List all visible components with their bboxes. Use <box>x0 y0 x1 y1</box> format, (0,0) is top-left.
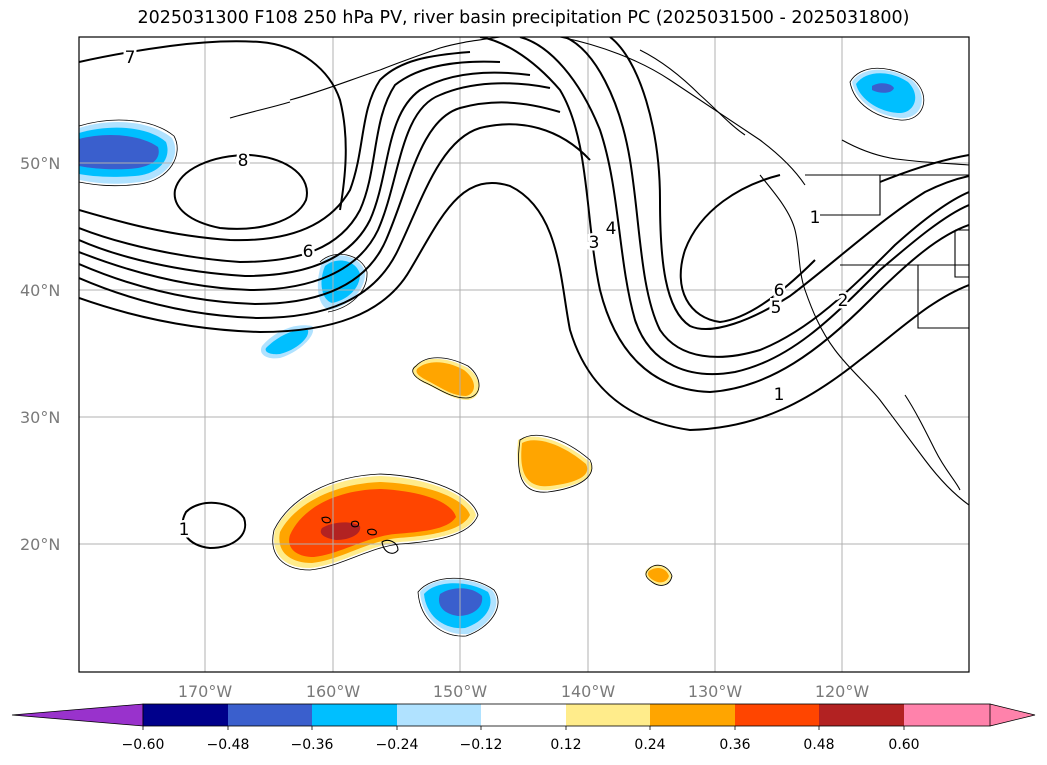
colorbar-bin <box>650 704 735 726</box>
map-title: 2025031300 F108 250 hPa PV, river basin … <box>137 8 910 28</box>
contour-label: 4 <box>606 219 617 239</box>
lon-label: 130°W <box>688 682 743 701</box>
colorbar-tick-label: −0.24 <box>376 737 419 753</box>
colorbar-tick-label: 0.24 <box>634 737 665 753</box>
graticule <box>79 37 969 672</box>
colorbar-bin <box>481 704 566 726</box>
colorbar-tick-label: −0.48 <box>207 737 250 753</box>
lon-label: 120°W <box>815 682 870 701</box>
contour-label: 3 <box>589 233 600 253</box>
colorbar: −0.60 −0.48 −0.36 −0.24 −0.12 0.12 0.24 … <box>11 703 1036 753</box>
pv-contour-labels: 7 8 6 3 4 5 6 1 2 1 1 <box>122 46 851 543</box>
contour-label: 8 <box>238 151 249 171</box>
lat-label: 20°N <box>20 535 60 554</box>
lon-label: 160°W <box>306 682 361 701</box>
lon-label: 150°W <box>433 682 488 701</box>
lon-label: 170°W <box>178 682 233 701</box>
contour-label: 2 <box>838 291 849 311</box>
contour-label: 1 <box>179 520 190 540</box>
contour-label: 1 <box>774 385 785 405</box>
contour-label: 1 <box>810 208 821 228</box>
lon-label: 140°W <box>561 682 616 701</box>
colorbar-tick-label: 0.36 <box>719 737 750 753</box>
latitude-labels: 50°N 40°N 30°N 20°N <box>20 154 60 554</box>
lat-label: 50°N <box>20 154 60 173</box>
colorbar-bin <box>819 704 904 726</box>
colorbar-bin <box>228 704 312 726</box>
contour-label: 7 <box>125 48 136 68</box>
colorbar-bin <box>566 704 650 726</box>
precip-shading <box>79 69 922 635</box>
colorbar-tick-label: 0.12 <box>550 737 581 753</box>
map-area: 7 8 6 3 4 5 6 1 2 1 1 <box>79 37 969 672</box>
map-frame <box>78 36 970 673</box>
coastlines <box>229 37 969 554</box>
colorbar-bin <box>735 704 819 726</box>
longitude-labels: 170°W 160°W 150°W 140°W 130°W 120°W <box>178 682 870 701</box>
contour-label: 6 <box>774 281 785 301</box>
anomaly-outlines <box>79 67 925 637</box>
colorbar-tick-label: −0.60 <box>122 737 165 753</box>
contour-label: 5 <box>771 298 782 318</box>
pv-contours <box>79 37 969 550</box>
colorbar-bin <box>397 704 481 726</box>
contour-label: 6 <box>303 242 314 262</box>
colorbar-extend-max <box>904 704 1035 726</box>
colorbar-bin <box>143 704 228 726</box>
colorbar-tick-label: −0.12 <box>460 737 503 753</box>
colorbar-extend-min <box>11 703 144 727</box>
colorbar-tick-label: −0.36 <box>291 737 334 753</box>
colorbar-bin <box>312 704 397 726</box>
colorbar-tick-label: 0.60 <box>888 737 919 753</box>
lat-label: 40°N <box>20 281 60 300</box>
lat-label: 30°N <box>20 408 60 427</box>
colorbar-tick-label: 0.48 <box>803 737 834 753</box>
